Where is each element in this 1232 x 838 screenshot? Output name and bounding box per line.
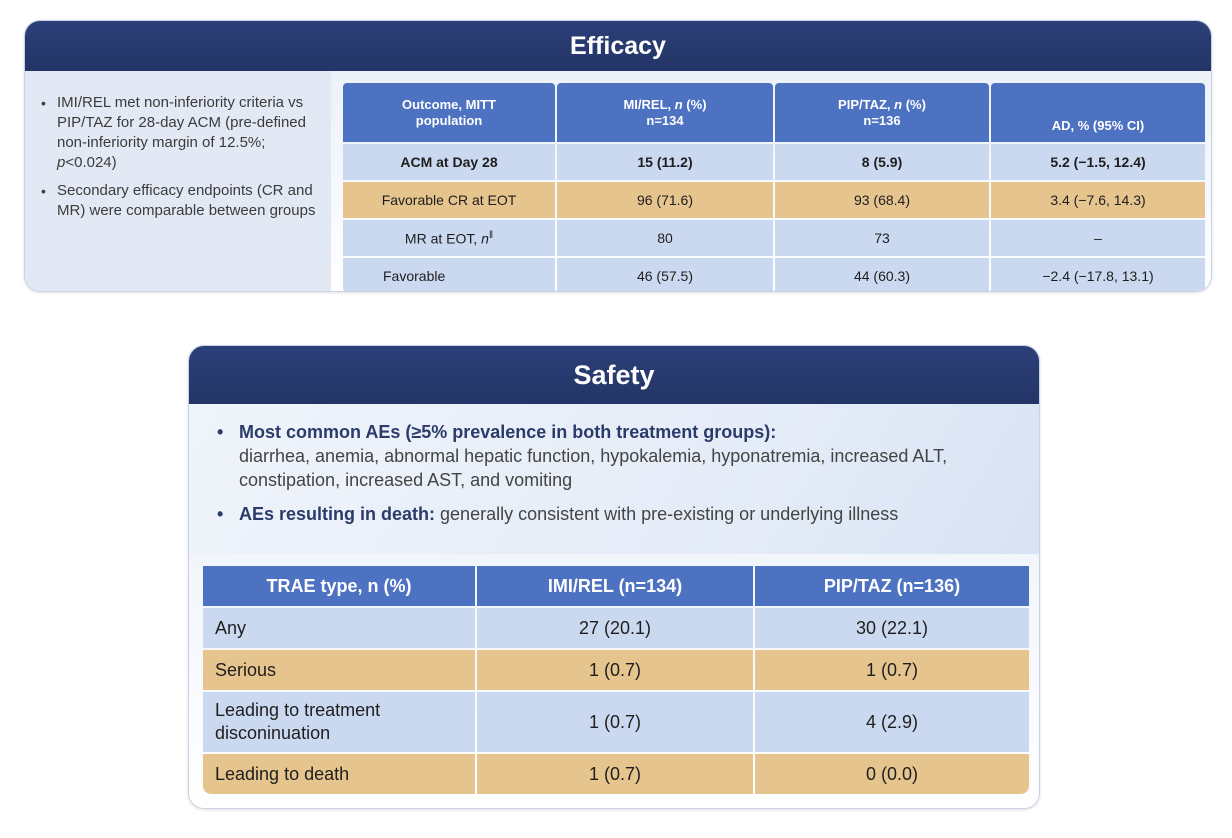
efficacy-header-outcome: Outcome, MITT population [343, 83, 555, 142]
efficacy-summary: IMI/REL met non-inferiority criteria vs … [25, 71, 331, 291]
row-label-footnote: ‖ [488, 229, 494, 241]
row-label: MR at EOT, n‖ [343, 220, 555, 256]
efficacy-title: Efficacy [25, 21, 1211, 71]
header-piptaz-line1: PIP/TAZ, [838, 96, 895, 112]
efficacy-bullet-1-italic: p [57, 154, 66, 171]
row-ad-value: 5.2 (−1.5, 12.4) [991, 144, 1205, 180]
row-label: ACM at Day 28 [343, 144, 555, 180]
row-label-text: MR at EOT, [404, 230, 482, 247]
safety-bullet-1-text: diarrhea, anemia, abnormal hepatic funct… [239, 446, 948, 490]
efficacy-header-piptaz: PIP/TAZ, n (%) n=136 [775, 83, 989, 142]
safety-table-header: TRAE type, n (%) IMI/REL (n=134) PIP/TAZ… [203, 566, 1029, 606]
row-imirel-value: 27 (20.1) [477, 608, 753, 648]
header-piptaz-pct: (%) [902, 96, 926, 112]
safety-bullet-2: AEs resulting in death: generally consis… [217, 502, 1019, 526]
efficacy-table: Outcome, MITT population MI/REL, n (%) n… [341, 81, 1207, 291]
row-piptaz-value: 8 (5.9) [775, 144, 989, 180]
row-imirel-value: 96 (71.6) [557, 182, 773, 218]
table-row: Any 27 (20.1) 30 (22.1) [203, 608, 1029, 648]
safety-bullet-1: Most common AEs (≥5% prevalence in both … [217, 420, 1019, 492]
safety-title: Safety [189, 346, 1039, 404]
row-piptaz-value: 1 (0.7) [755, 650, 1029, 690]
header-ad-label: AD, % (95% CI) [1051, 118, 1145, 133]
safety-bullet-2-heading: AEs resulting in death: [239, 504, 436, 524]
row-label-line1: Leading to treatment [215, 700, 381, 720]
table-row: Leading to death 1 (0.7) 0 (0.0) [203, 754, 1029, 794]
header-imirel-italic: n [674, 96, 683, 112]
row-imirel-value: 15 (11.2) [557, 144, 773, 180]
efficacy-header-imirel: MI/REL, n (%) n=134 [557, 83, 773, 142]
safety-header-type: TRAE type, n (%) [203, 566, 475, 606]
row-imirel-value: 80 [557, 220, 773, 256]
safety-panel: Safety Most common AEs (≥5% prevalence i… [188, 345, 1040, 809]
row-label-italic: n [481, 230, 489, 247]
row-piptaz-value: 73 [775, 220, 989, 256]
row-piptaz-value: 93 (68.4) [775, 182, 989, 218]
header-imirel-n: n=134 [646, 112, 684, 128]
efficacy-bullet-2-text: Secondary efficacy endpoints (CR and MR)… [57, 182, 316, 219]
table-row: ACM at Day 28 15 (11.2) 8 (5.9) 5.2 (−1.… [343, 144, 1205, 180]
row-piptaz-value: 4 (2.9) [755, 692, 1029, 752]
efficacy-panel: Efficacy IMI/REL met non-inferiority cri… [24, 20, 1212, 292]
safety-summary: Most common AEs (≥5% prevalence in both … [189, 404, 1039, 554]
row-label: Favorable CR at EOT [343, 182, 555, 218]
table-row: MR at EOT, n‖ 80 73 – [343, 220, 1205, 256]
efficacy-header-ad: AD, % (95% CI) [991, 83, 1205, 142]
table-row: Favorable 46 (57.5) 44 (60.3) −2.4 (−17.… [343, 258, 1205, 291]
row-label: Favorable [343, 258, 555, 291]
row-imirel-value: 46 (57.5) [557, 258, 773, 291]
row-ad-value: – [991, 220, 1205, 256]
header-outcome-line1: Outcome, MITT [402, 96, 496, 112]
efficacy-bullet-2: Secondary efficacy endpoints (CR and MR)… [41, 181, 323, 221]
row-ad-value: −2.4 (−17.8, 13.1) [991, 258, 1205, 291]
row-imirel-value: 1 (0.7) [477, 754, 753, 794]
safety-bullet-2-text: generally consistent with pre-existing o… [435, 504, 899, 524]
header-imirel-line1: MI/REL, [623, 96, 675, 112]
header-piptaz-n: n=136 [863, 112, 901, 128]
safety-table: TRAE type, n (%) IMI/REL (n=134) PIP/TAZ… [201, 564, 1031, 796]
efficacy-table-header: Outcome, MITT population MI/REL, n (%) n… [343, 83, 1205, 142]
row-label: Serious [203, 650, 475, 690]
table-row: Leading to treatment disconinuation 1 (0… [203, 692, 1029, 752]
header-imirel-pct: (%) [682, 96, 707, 112]
efficacy-bullet-1-tail: <0.024) [65, 154, 117, 171]
row-piptaz-value: 30 (22.1) [755, 608, 1029, 648]
row-label: Leading to treatment disconinuation [203, 692, 475, 752]
row-ad-value: 3.4 (−7.6, 14.3) [991, 182, 1205, 218]
header-piptaz-italic: n [894, 96, 903, 112]
header-outcome-line2: population [415, 112, 483, 128]
row-label: Leading to death [203, 754, 475, 794]
efficacy-bullet-1-text: IMI/REL met non-inferiority criteria vs … [57, 94, 306, 151]
row-imirel-value: 1 (0.7) [477, 650, 753, 690]
safety-header-imirel: IMI/REL (n=134) [477, 566, 753, 606]
safety-header-piptaz: PIP/TAZ (n=136) [755, 566, 1029, 606]
row-piptaz-value: 44 (60.3) [775, 258, 989, 291]
row-label: Any [203, 608, 475, 648]
row-label-line2: disconinuation [215, 723, 331, 743]
row-imirel-value: 1 (0.7) [477, 692, 753, 752]
efficacy-bullet-1: IMI/REL met non-inferiority criteria vs … [41, 93, 323, 173]
table-row: Favorable CR at EOT 96 (71.6) 93 (68.4) … [343, 182, 1205, 218]
table-row: Serious 1 (0.7) 1 (0.7) [203, 650, 1029, 690]
efficacy-bullet-list: IMI/REL met non-inferiority criteria vs … [25, 71, 331, 221]
safety-bullet-list: Most common AEs (≥5% prevalence in both … [189, 404, 1039, 526]
row-piptaz-value: 0 (0.0) [755, 754, 1029, 794]
safety-bullet-1-heading: Most common AEs (≥5% prevalence in both … [239, 422, 777, 442]
